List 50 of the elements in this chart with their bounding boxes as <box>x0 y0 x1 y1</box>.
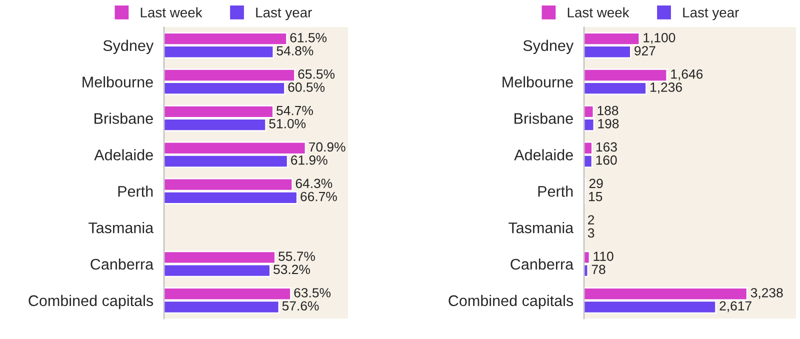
data-label: 66.7% <box>300 192 337 202</box>
y-tick-label: Canberra <box>510 258 574 270</box>
y-tick-label: Brisbane <box>514 112 573 124</box>
data-label: 61.5% <box>290 32 327 42</box>
data-label: 3 <box>588 228 594 238</box>
data-label: 15 <box>589 192 602 202</box>
data-label: 2,617 <box>720 301 752 312</box>
y-tick-label: Sydney <box>523 40 574 54</box>
y-tick-label: Canberra <box>90 258 154 270</box>
data-label: 160 <box>596 155 617 165</box>
y-tick-label: Perth <box>538 186 573 197</box>
y-tick-label: Combined capitals <box>448 294 574 310</box>
y-tick-label: Combined capitals <box>28 294 154 310</box>
data-label: 29 <box>589 178 603 188</box>
legend-label: Last week <box>140 7 202 18</box>
data-label: 163 <box>596 142 617 152</box>
data-label: 2 <box>588 215 594 224</box>
data-label: 65.5% <box>298 69 335 79</box>
data-label: 54.7% <box>276 106 313 116</box>
y-tick-label: Adelaide <box>94 149 153 160</box>
y-tick-label: Perth <box>118 186 153 197</box>
data-label: 54.8% <box>276 46 314 56</box>
data-label: 64.3% <box>296 178 332 188</box>
y-tick-label: Sydney <box>103 40 154 54</box>
data-label: 188 <box>598 106 618 116</box>
legend-label: Last year <box>683 8 739 20</box>
data-label: 60.5% <box>288 82 325 92</box>
data-label: 57.6% <box>282 301 319 311</box>
data-label: 198 <box>598 118 619 128</box>
data-label: 1,646 <box>671 69 703 80</box>
data-label: 61.9% <box>291 155 328 165</box>
data-label: 51.0% <box>269 118 306 128</box>
data-label: 53.2% <box>274 264 310 274</box>
data-label: 70.9% <box>309 142 346 152</box>
y-tick-label: Melbourne <box>502 76 573 88</box>
legend-label: Last year <box>256 8 312 20</box>
y-tick-label: Melbourne <box>82 76 153 88</box>
data-label: 927 <box>634 46 656 56</box>
y-tick-label: Adelaide <box>514 149 573 160</box>
data-label: 110 <box>594 252 614 261</box>
y-tick-label: Tasmania <box>508 222 574 234</box>
data-label: 78 <box>592 264 606 274</box>
data-label: 3,238 <box>750 288 783 299</box>
legend-label: Last week <box>568 7 630 18</box>
data-label: 1,236 <box>650 82 682 94</box>
y-tick-label: Brisbane <box>94 112 153 124</box>
data-label: 55.7% <box>278 252 315 261</box>
data-label: 63.5% <box>294 288 331 298</box>
data-label: 1,100 <box>644 32 676 44</box>
y-tick-label: Tasmania <box>88 222 154 234</box>
